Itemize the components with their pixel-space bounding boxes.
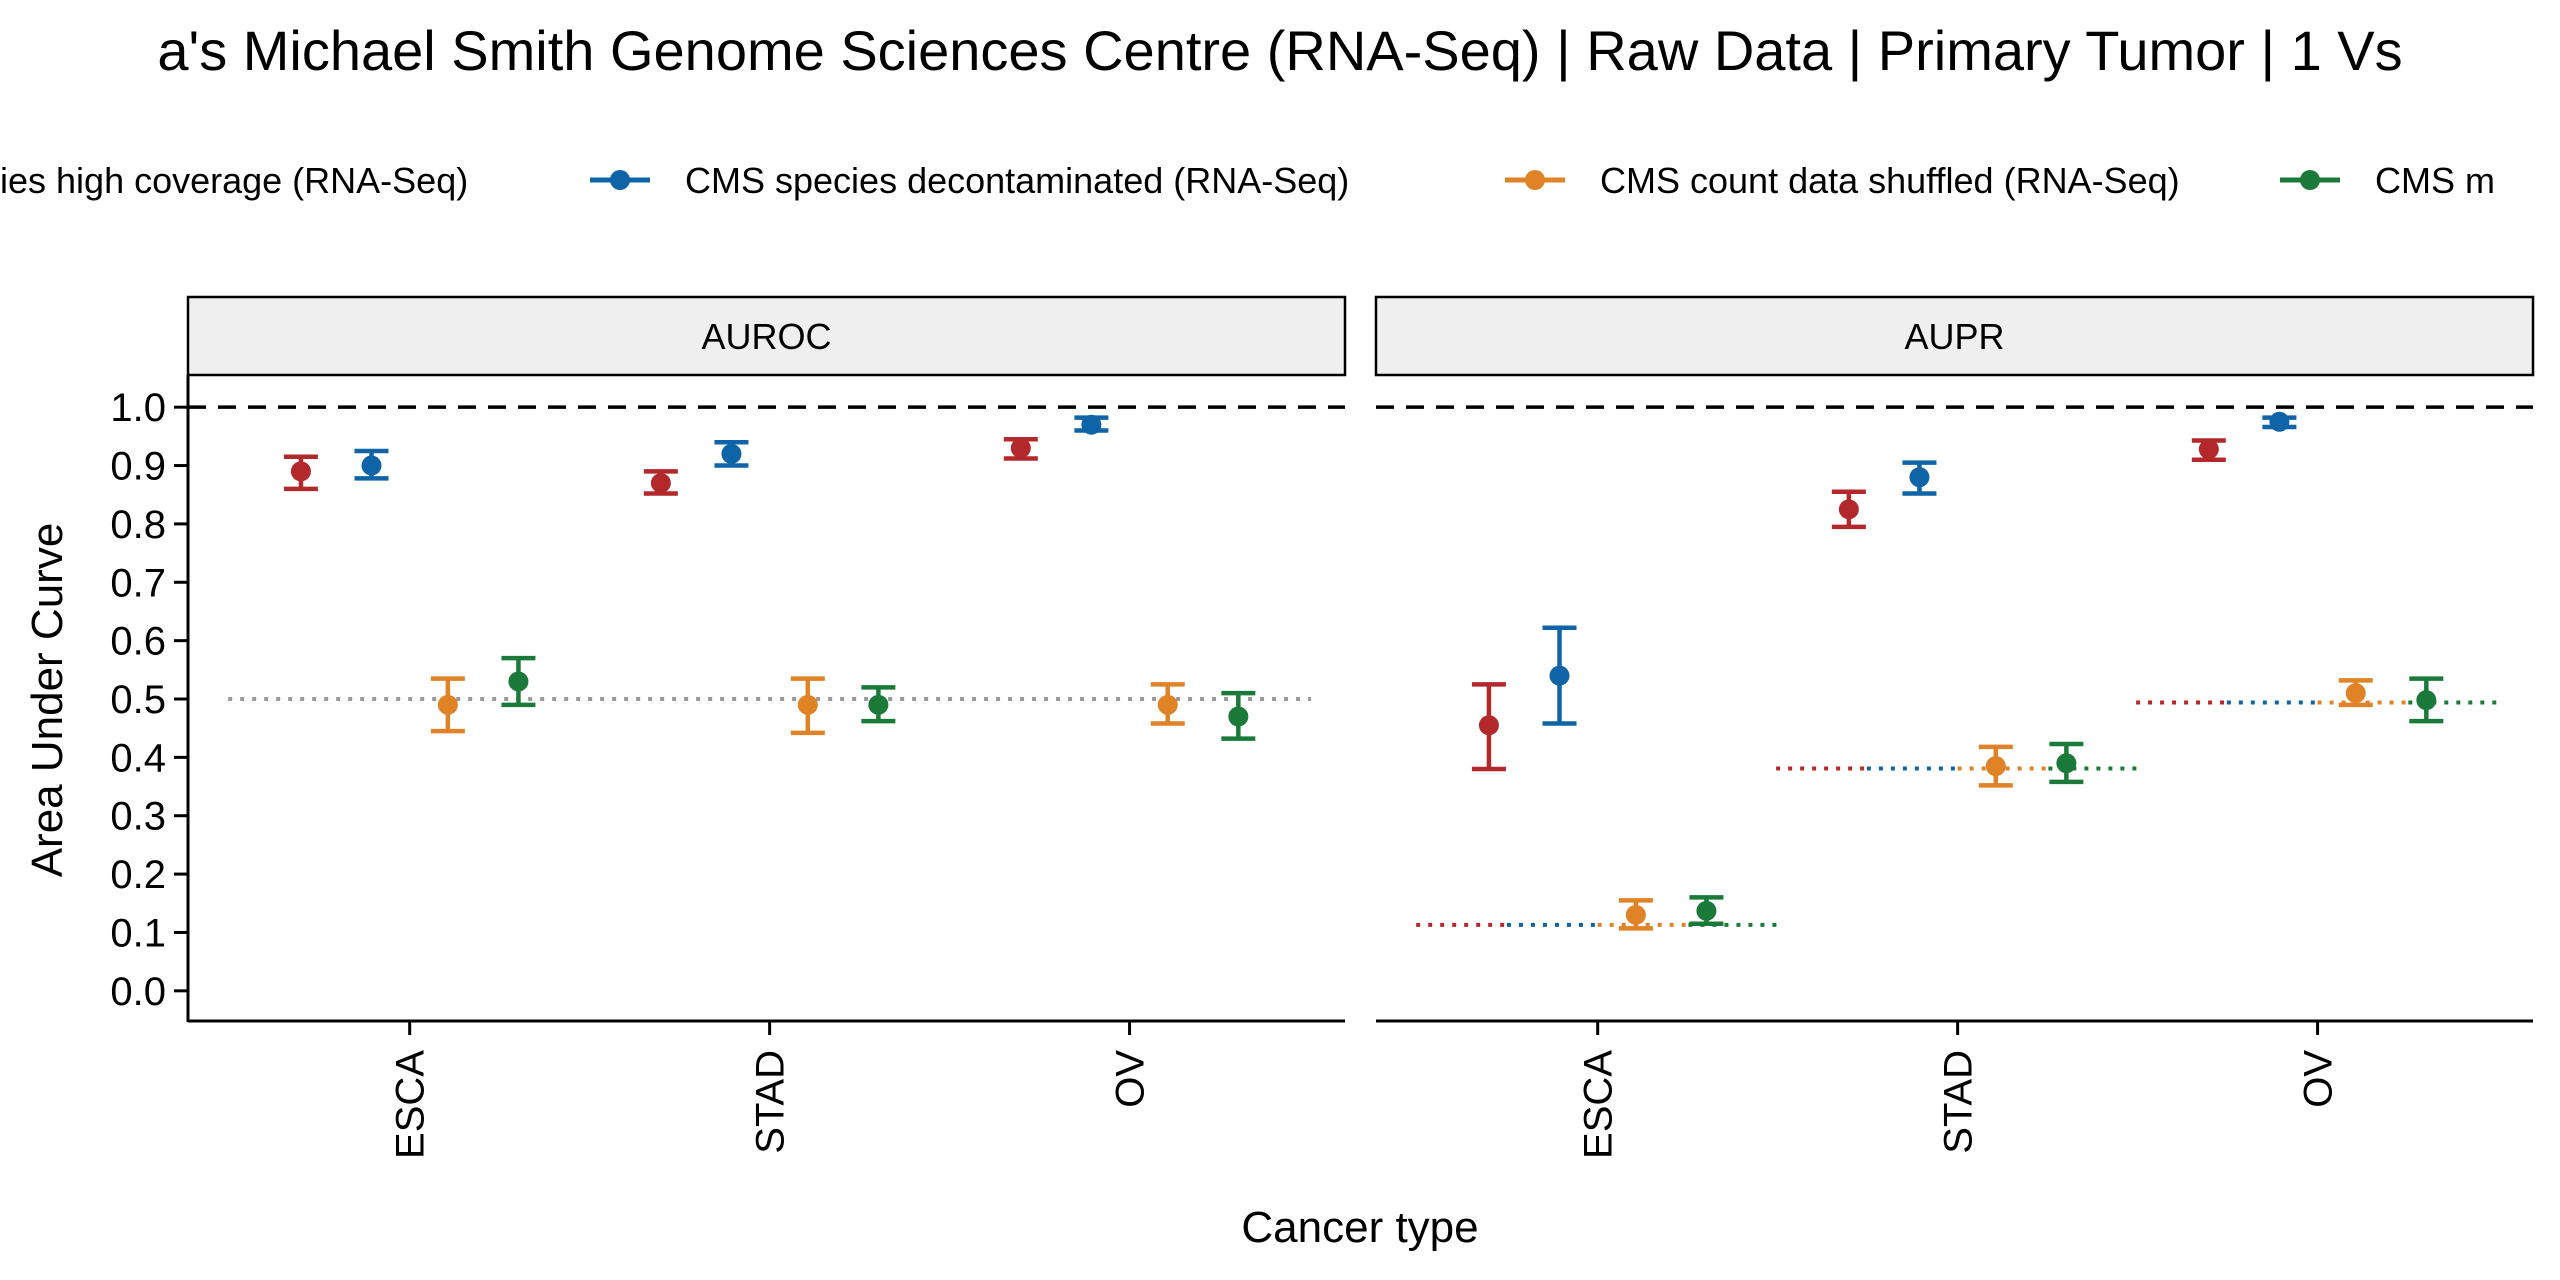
x-tick-label: OV (1109, 1050, 1153, 1108)
data-point (354, 448, 389, 481)
panel-auroc: AUROC ESCA STAD OV (186, 295, 1347, 1159)
point-marker (2345, 683, 2366, 704)
point-marker (508, 671, 529, 692)
legend-marker (1525, 170, 1545, 190)
panel-strip-label: AUPR (1904, 316, 2004, 357)
legend-label: CMS count data shuffled (RNA-Seq) (1600, 160, 2180, 201)
data-point (1689, 895, 1724, 926)
panel-strip (1374, 295, 2535, 377)
y-tick-label: 0.8 (110, 503, 166, 547)
point-marker (2416, 690, 2437, 711)
data-point (790, 676, 825, 736)
y-tick-label: 0.1 (110, 911, 166, 955)
point-marker (1157, 694, 1178, 715)
data-point (861, 685, 896, 724)
data-point (1978, 744, 2013, 788)
y-tick-label: 0.0 (110, 970, 166, 1014)
data-point (1074, 414, 1109, 435)
x-tick-label: STAD (749, 1050, 793, 1154)
data-point (1003, 437, 1038, 461)
data-point (430, 676, 465, 734)
y-tick-label: 0.4 (110, 736, 166, 780)
data-point (1150, 682, 1185, 726)
point-marker (1549, 665, 1570, 686)
legend-label: CMS species decontaminated (RNA-Seq) (685, 160, 1349, 201)
point-marker (290, 461, 311, 482)
point-marker (1909, 467, 1930, 488)
panel-aupr: AUPR ESCA STAD OV (1374, 295, 2535, 1159)
point-marker (1228, 706, 1249, 727)
y-tick-label: 0.5 (110, 678, 166, 722)
point-marker (797, 694, 818, 715)
y-tick-label: 0.3 (110, 795, 166, 839)
data-point (1902, 460, 1937, 496)
data-point (2049, 741, 2084, 785)
data-point (1542, 625, 1577, 726)
data-point (643, 469, 678, 496)
panels: AUROC ESCA STAD OV AUPR ESCA STAD OV (186, 295, 2535, 1159)
chart-title: a's Michael Smith Genome Sciences Centre… (157, 19, 2402, 82)
data-point (1471, 682, 1506, 772)
data-point (2262, 411, 2297, 432)
point-marker (1081, 414, 1102, 435)
data-point (1618, 898, 1653, 931)
legend-marker (610, 170, 630, 190)
legend-item: CMS species decontaminated (RNA-Seq) (590, 160, 1349, 201)
x-axis-title: Cancer type (1241, 1203, 1478, 1252)
data-point (2409, 676, 2444, 724)
data-point (2191, 438, 2226, 462)
y-tick-label: 0.9 (110, 445, 166, 489)
point-marker (2056, 753, 2077, 774)
legend-item: ies high coverage (RNA-Seq) (0, 160, 468, 201)
legend: ies high coverage (RNA-Seq) CMS species d… (0, 160, 2495, 201)
data-point (2338, 678, 2373, 708)
legend-label: CMS m (2375, 160, 2495, 201)
point-marker (721, 443, 742, 464)
data-point (714, 439, 749, 468)
data-point (283, 454, 318, 492)
point-marker (1625, 904, 1646, 925)
point-marker (1838, 499, 1859, 520)
point-marker (650, 473, 671, 494)
y-axis-title: Area Under Curve (23, 523, 72, 878)
data-point (1831, 489, 1866, 530)
legend-marker (2300, 170, 2320, 190)
y-tick-label: 0.7 (110, 561, 166, 605)
x-tick-label: ESCA (389, 1050, 433, 1159)
y-tick-label: 0.2 (110, 853, 166, 897)
point-marker (1478, 715, 1499, 736)
x-tick-label: ESCA (1577, 1050, 1621, 1159)
y-axis: 0.0 0.1 0.2 0.3 0.4 0.5 0.6 0.7 0.8 0.9 1.0 (110, 375, 190, 1022)
x-tick-label: STAD (1937, 1050, 1981, 1154)
data-point (501, 655, 536, 708)
point-marker (437, 694, 458, 715)
point-marker (868, 694, 889, 715)
x-tick-label: OV (2297, 1050, 2341, 1108)
y-tick-label: 1.0 (110, 386, 166, 430)
data-point (1221, 690, 1256, 741)
legend-item: CMS m (2280, 160, 2495, 201)
panel-strip (186, 295, 1347, 377)
point-marker (2198, 439, 2219, 460)
point-marker (2269, 411, 2290, 432)
panel-strip-label: AUROC (701, 316, 831, 357)
legend-item: CMS count data shuffled (RNA-Seq) (1505, 160, 2180, 201)
point-marker (1696, 900, 1717, 921)
point-marker (1985, 756, 2006, 777)
legend-label: ies high coverage (RNA-Seq) (0, 160, 468, 201)
y-tick-label: 0.6 (110, 620, 166, 664)
point-marker (361, 455, 382, 476)
point-marker (1010, 438, 1031, 459)
